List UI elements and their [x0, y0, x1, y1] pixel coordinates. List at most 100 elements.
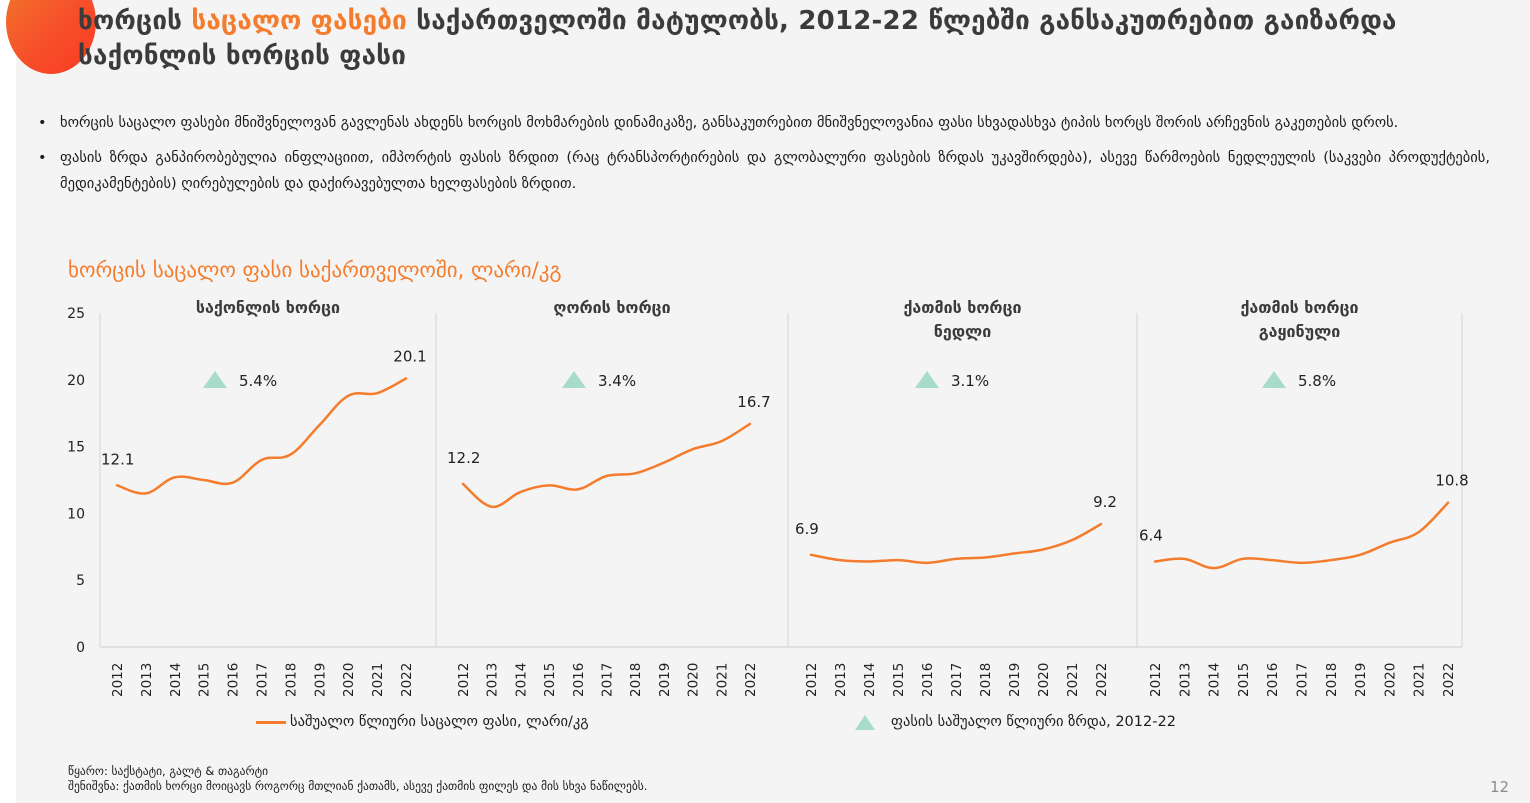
x-tick-label: 2015	[197, 663, 213, 697]
x-tick-label: 2019	[657, 663, 673, 697]
bullet-dot: •	[38, 115, 47, 131]
cagr-label: 5.4%	[239, 372, 277, 390]
x-tick-label: 2022	[1094, 663, 1110, 697]
x-tick-label: 2012	[110, 663, 126, 697]
x-tick-label: 2020	[1382, 663, 1398, 697]
bullet-text: ფასის ზრდა განპირობებულია ინფლაციით, იმპ…	[60, 150, 1490, 192]
x-tick-label: 2021	[1412, 663, 1428, 697]
start-value-label: 6.9	[795, 520, 819, 538]
x-tick-label: 2013	[485, 663, 501, 697]
x-tick-label: 2013	[1177, 663, 1193, 697]
bullet-list: • ხორცის საცალო ფასები მნიშვნელოვან გავლ…	[34, 110, 1490, 206]
legend-marker-item: ფასის საშუალო წლიური ზრდა, 2012-22	[855, 714, 1176, 730]
x-tick-label: 2014	[168, 663, 184, 697]
y-tick-label: 15	[67, 440, 85, 456]
x-tick-label: 2021	[714, 663, 730, 697]
x-tick-label: 2016	[1265, 663, 1281, 697]
y-tick-label: 5	[76, 573, 85, 589]
title-highlight: საცალო ფასები	[191, 6, 407, 36]
x-tick-label: 2018	[628, 663, 644, 697]
end-value-label: 9.2	[1093, 493, 1117, 511]
start-value-label: 12.2	[447, 449, 480, 467]
price-line	[461, 422, 752, 508]
price-line	[1153, 501, 1450, 570]
x-tick-label: 2018	[1324, 663, 1340, 697]
bullet-text: ხორცის საცალო ფასები მნიშვნელოვან გავლენ…	[60, 115, 1399, 131]
x-tick-label: 2016	[920, 663, 936, 697]
legend-line-item: საშუალო წლიური საცალო ფასი, ლარი/კგ	[256, 714, 589, 730]
panel-title: გაყინული	[1259, 322, 1341, 341]
page-number: 12	[1490, 778, 1510, 796]
x-tick-label: 2015	[891, 663, 907, 697]
cagr-triangle-icon	[562, 371, 586, 388]
panel-title: ქათმის ხორცი	[1240, 298, 1358, 317]
legend-line-swatch	[256, 720, 286, 724]
start-value-label: 12.1	[101, 450, 134, 468]
x-tick-label: 2014	[513, 663, 529, 697]
x-tick-label: 2016	[571, 663, 587, 697]
x-tick-label: 2018	[283, 663, 299, 697]
slide-background	[16, 0, 1530, 803]
cagr-label: 3.4%	[598, 372, 636, 390]
title-part-2: საქართველოში მატულობს, 2012-22 წლებში გა…	[78, 6, 1397, 71]
end-value-label: 20.1	[393, 347, 426, 365]
y-tick-label: 25	[67, 306, 85, 322]
x-tick-label: 2021	[1065, 663, 1081, 697]
panel-title: საქონლის ხორცი	[196, 298, 340, 317]
x-tick-label: 2014	[862, 663, 878, 697]
cagr-label: 3.1%	[951, 372, 989, 390]
x-tick-label: 2013	[139, 663, 155, 697]
x-tick-label: 2021	[370, 663, 386, 697]
x-tick-label: 2015	[542, 663, 558, 697]
price-line	[115, 377, 408, 495]
start-value-label: 6.4	[1139, 526, 1163, 544]
legend-line-label: საშუალო წლიური საცალო ფასი, ლარი/კგ	[290, 714, 589, 730]
triangle-up-icon	[855, 714, 875, 730]
x-tick-label: 2019	[312, 663, 328, 697]
legend-marker-label: ფასის საშუალო წლიური ზრდა, 2012-22	[891, 714, 1176, 730]
x-tick-label: 2017	[600, 663, 616, 697]
x-tick-label: 2017	[1295, 663, 1311, 697]
panel-title: ღორის ხორცი	[553, 298, 670, 317]
end-value-label: 10.8	[1435, 472, 1468, 490]
price-line	[809, 522, 1103, 565]
x-tick-label: 2016	[226, 663, 242, 697]
x-tick-label: 2014	[1207, 663, 1223, 697]
y-tick-label: 0	[76, 640, 85, 656]
x-tick-label: 2013	[833, 663, 849, 697]
x-tick-label: 2020	[1036, 663, 1052, 697]
end-value-label: 16.7	[737, 393, 770, 411]
x-tick-label: 2022	[743, 663, 759, 697]
x-tick-label: 2020	[686, 663, 702, 697]
title-part-1: ხორცის	[78, 6, 192, 36]
x-tick-label: 2012	[456, 663, 472, 697]
x-tick-label: 2019	[1007, 663, 1023, 697]
x-tick-label: 2012	[1148, 663, 1164, 697]
x-tick-label: 2018	[978, 663, 994, 697]
slide-title: ხორცის საცალო ფასები საქართველოში მატულო…	[78, 4, 1478, 74]
footnote-note: შენიშვნა: ქათმის ხორცი მოიცავს როგორც მთ…	[68, 779, 648, 793]
chart-title: ხორცის საცალო ფასი საქართველოში, ლარი/კგ	[68, 258, 562, 282]
panel-title: ნედლი	[934, 322, 992, 341]
cagr-label: 5.8%	[1298, 372, 1336, 390]
bullet-dot: •	[38, 150, 47, 166]
x-tick-label: 2012	[804, 663, 820, 697]
y-tick-label: 10	[67, 506, 85, 522]
y-tick-label: 20	[67, 373, 85, 389]
x-tick-label: 2017	[255, 663, 271, 697]
x-tick-label: 2022	[399, 663, 415, 697]
cagr-triangle-icon	[915, 371, 939, 388]
bullet-item: • ხორცის საცალო ფასები მნიშვნელოვან გავლ…	[34, 110, 1490, 136]
footnotes: წყარო: საქსტატი, გალტ & თაგარტი შენიშვნა…	[68, 764, 647, 794]
x-tick-label: 2019	[1353, 663, 1369, 697]
cagr-triangle-icon	[203, 371, 227, 388]
footnote-source: წყარო: საქსტატი, გალტ & თაგარტი	[68, 764, 269, 778]
bullet-item: • ფასის ზრდა განპირობებულია ინფლაციით, ი…	[34, 145, 1490, 197]
x-tick-label: 2022	[1441, 663, 1457, 697]
x-tick-label: 2015	[1236, 663, 1252, 697]
panel-title: ქათმის ხორცი	[903, 298, 1021, 317]
x-tick-label: 2020	[341, 663, 357, 697]
cagr-triangle-icon	[1262, 371, 1286, 388]
x-tick-label: 2017	[949, 663, 965, 697]
